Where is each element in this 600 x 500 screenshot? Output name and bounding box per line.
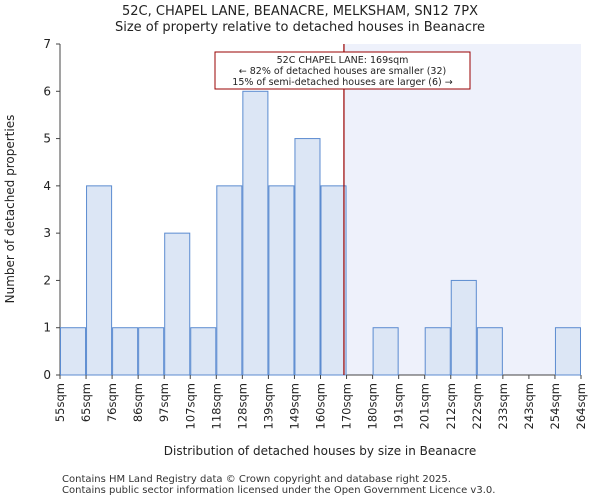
bar [320, 185, 347, 376]
x-tick-label: 222sqm [470, 383, 484, 429]
x-tick-label: 86sqm [131, 383, 145, 422]
x-tick-label: 160sqm [314, 383, 328, 429]
bar [242, 90, 269, 376]
bar [476, 327, 503, 376]
x-axis-label: Distribution of detached houses by size … [163, 444, 477, 458]
x-tick-label: 212sqm [444, 383, 458, 429]
bar [372, 327, 399, 376]
y-tick-label: 5 [43, 132, 51, 146]
annotation-line-2: ← 82% of detached houses are smaller (32… [239, 66, 446, 77]
footer-line-2: Contains public sector information licen… [62, 485, 496, 496]
y-tick-label: 4 [43, 179, 51, 193]
x-tick-label: 180sqm [366, 383, 380, 429]
x-tick-label: 139sqm [261, 383, 275, 429]
bar [554, 327, 582, 376]
x-tick-label: 233sqm [496, 383, 510, 429]
annotation-box [214, 51, 471, 90]
y-tick-label: 7 [43, 37, 51, 51]
y-tick-label: 1 [43, 321, 51, 335]
x-tick-label: 128sqm [235, 383, 249, 429]
bar [86, 185, 113, 376]
x-tick-label: 243sqm [522, 383, 536, 429]
x-tick-label: 76sqm [105, 383, 119, 422]
chart-subtitle: Size of property relative to detached ho… [114, 20, 486, 35]
y-tick-label: 3 [43, 226, 51, 240]
bar [112, 327, 139, 376]
x-tick-label: 170sqm [340, 383, 354, 429]
x-tick-label: 149sqm [287, 383, 301, 429]
x-tick-label: 118sqm [209, 383, 223, 429]
y-tick-label: 6 [43, 84, 51, 98]
y-tick-label: 2 [43, 273, 51, 287]
y-tick-label: 0 [43, 368, 51, 382]
x-tick-label: 97sqm [157, 383, 171, 422]
x-tick-label: 107sqm [183, 383, 197, 429]
bar [190, 327, 217, 376]
annotation-line-3: 15% of semi-detached houses are larger (… [232, 77, 452, 88]
bar [294, 138, 321, 376]
bar [216, 185, 243, 376]
bar [60, 327, 87, 376]
bar [424, 327, 451, 376]
x-tick-label: 55sqm [53, 383, 67, 422]
x-tick-label: 264sqm [574, 383, 588, 429]
bar [450, 279, 477, 376]
chart-title: 52C, CHAPEL LANE, BEANACRE, MELKSHAM, SN… [122, 4, 478, 19]
annotation-line-1: 52C CHAPEL LANE: 169sqm [277, 55, 409, 66]
bar [268, 185, 295, 376]
x-tick-label: 65sqm [79, 383, 93, 422]
bar [138, 327, 165, 376]
x-tick-label: 191sqm [392, 383, 406, 429]
bar [164, 232, 191, 376]
footer-line-1: Contains HM Land Registry data © Crown c… [62, 474, 451, 485]
x-tick-label: 201sqm [418, 383, 432, 429]
x-tick-label: 254sqm [548, 383, 562, 429]
